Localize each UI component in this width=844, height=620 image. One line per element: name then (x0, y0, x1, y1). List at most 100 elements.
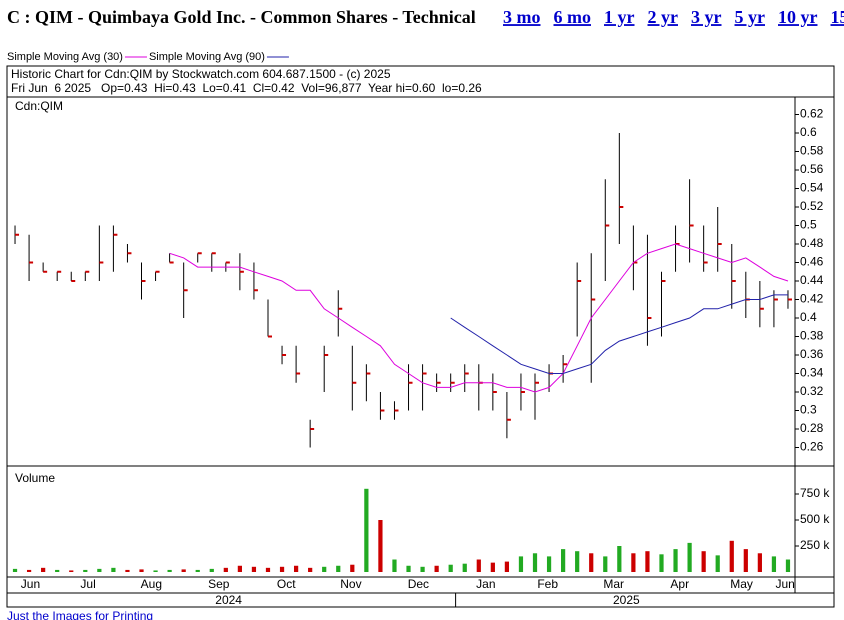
y-tick-label: 0.3 (800, 403, 817, 417)
moving-average (169, 243, 789, 393)
volume-bar (518, 556, 524, 572)
volume-bar (589, 553, 594, 572)
volume-bar (701, 551, 706, 572)
y-tick-label: 0.52 (800, 199, 824, 213)
volume-bar (504, 561, 510, 572)
volume-bar (631, 553, 636, 572)
volume-bar (392, 559, 397, 572)
y-tick-label: 250 k (800, 538, 830, 552)
y-tick-label: 0.44 (800, 273, 824, 287)
volume-bar (139, 569, 144, 572)
print-link[interactable]: Just the Images for Printing (7, 609, 153, 620)
x-tick-label: Feb (537, 577, 558, 591)
volume-bar (265, 567, 271, 572)
volume-bar (420, 566, 425, 572)
volume-bar (659, 554, 664, 572)
x-tick-label: Aug (141, 577, 162, 591)
volume-bar (757, 553, 762, 572)
x-tick-label: Sep (208, 577, 230, 591)
volume-bar (125, 569, 130, 572)
period-link[interactable]: 5 yr (735, 7, 766, 27)
year-label: 2025 (613, 593, 640, 607)
volume-bar (406, 565, 411, 572)
x-tick-label: Jun (775, 577, 794, 591)
volume-bar (41, 567, 46, 572)
volume-bar (308, 567, 313, 572)
y-tick-label: 0.28 (800, 421, 824, 435)
y-tick-label: 0.56 (800, 162, 824, 176)
volume-bar (237, 565, 242, 572)
y-tick-label: 0.62 (800, 107, 824, 121)
volume-bar (532, 553, 538, 572)
volume-bar (111, 567, 116, 572)
volume-bar (364, 488, 369, 572)
y-tick-label: 0.38 (800, 329, 824, 343)
volume-bar (771, 556, 777, 572)
y-tick-label: 0.6 (800, 125, 817, 139)
volume-bar (251, 566, 257, 572)
volume-bar (69, 570, 74, 572)
volume-bar (490, 562, 495, 572)
volume-bar (97, 568, 102, 572)
legend-label: Simple Moving Avg (90) (149, 51, 265, 63)
y-tick-label: 750 k (800, 486, 830, 500)
volume-bar (546, 556, 552, 572)
info-line: Historic Chart for Cdn:QIM by Stockwatch… (11, 67, 391, 81)
y-tick-label: 0.5 (800, 218, 817, 232)
x-tick-label: Jun (21, 577, 40, 591)
x-tick-label: Oct (277, 577, 296, 591)
volume-bar (673, 549, 678, 572)
period-link[interactable]: 10 yr (778, 7, 818, 27)
volume-bar (561, 549, 566, 572)
x-tick-label: May (730, 577, 753, 591)
volume-bar (729, 540, 734, 572)
x-tick-label: Nov (340, 577, 361, 591)
volume-bar (785, 559, 791, 572)
y-tick-label: 0.4 (800, 310, 817, 324)
period-link[interactable]: 2 yr (648, 7, 679, 27)
period-link[interactable]: 3 mo (503, 7, 541, 27)
moving-average (450, 294, 788, 374)
volume-bar (448, 564, 453, 572)
volume-bar (83, 569, 88, 572)
y-tick-label: 0.58 (800, 144, 824, 158)
y-tick-label: 0.54 (800, 181, 824, 195)
y-tick-label: 0.26 (800, 440, 824, 454)
volume-bar (223, 567, 228, 572)
year-label: 2024 (215, 593, 242, 607)
volume-bar (55, 569, 60, 572)
info-line: Fri Jun 6 2025 Op=0.43 Hi=0.43 Lo=0.41 C… (11, 81, 482, 95)
y-tick-label: 0.34 (800, 366, 824, 380)
volume-bar (181, 569, 186, 572)
volume-bar (476, 559, 481, 572)
volume-bar (434, 565, 439, 572)
period-link[interactable]: 1 yr (604, 7, 635, 27)
legend-label: Simple Moving Avg (30) (7, 51, 123, 63)
y-tick-label: 0.32 (800, 384, 824, 398)
title: C : QIM - Quimbaya Gold Inc. - Common Sh… (7, 7, 476, 27)
y-tick-label: 500 k (800, 512, 830, 526)
period-link[interactable]: 6 mo (554, 7, 592, 27)
volume-bar (195, 569, 200, 572)
volume-bar (462, 563, 467, 572)
period-link[interactable]: 15 y (831, 7, 844, 27)
volume-bar (167, 569, 172, 572)
volume-bar (575, 551, 580, 572)
volume-bar (687, 542, 692, 572)
period-link[interactable]: 3 yr (691, 7, 722, 27)
volume-bar (715, 555, 720, 572)
volume-bar (12, 568, 18, 572)
volume-bar (279, 566, 285, 572)
symbol: Cdn:QIM (15, 99, 63, 113)
y-tick-label: 0.48 (800, 236, 824, 250)
volume-bar (336, 565, 341, 572)
volume-bar (350, 564, 355, 572)
volume-bar (617, 546, 622, 572)
y-tick-label: 0.46 (800, 255, 824, 269)
volume-label: Volume (15, 471, 55, 485)
volume-bar (322, 566, 327, 572)
y-tick-label: 0.42 (800, 292, 824, 306)
x-tick-label: Jan (476, 577, 495, 591)
x-tick-label: Dec (408, 577, 429, 591)
